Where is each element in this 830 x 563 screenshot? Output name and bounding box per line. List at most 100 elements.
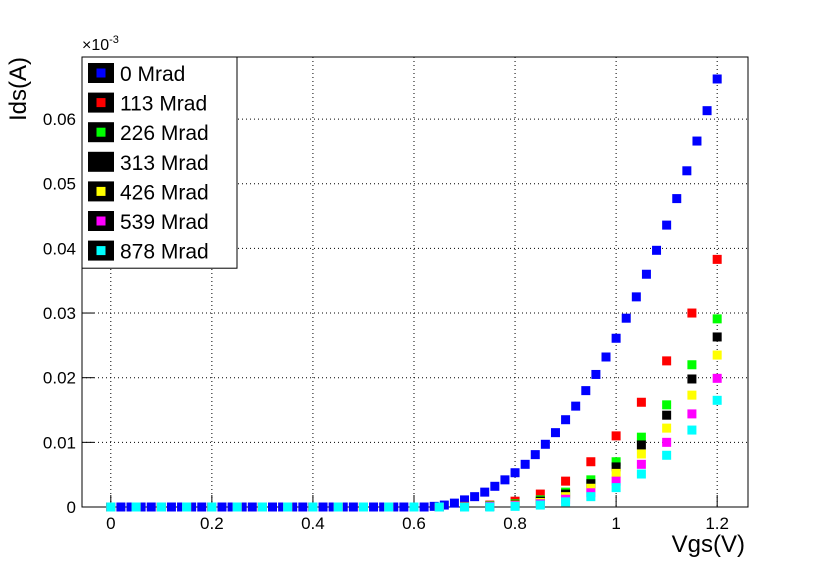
x-tick-label: 0.8: [503, 514, 527, 533]
point: [682, 166, 692, 176]
point: [535, 500, 545, 510]
point: [338, 502, 348, 512]
point: [662, 410, 672, 420]
y-tick-label: 0.03: [43, 304, 76, 323]
legend-marker: [96, 246, 106, 256]
point: [358, 502, 368, 512]
point: [641, 269, 651, 279]
x-tick-label: 0.4: [301, 514, 325, 533]
point: [662, 437, 672, 447]
point: [510, 501, 520, 511]
point: [712, 332, 722, 342]
point: [232, 502, 242, 512]
point: [449, 498, 459, 508]
point: [409, 502, 419, 512]
point: [712, 373, 722, 383]
point: [586, 457, 596, 467]
legend-marker: [96, 68, 106, 78]
point: [687, 425, 697, 435]
point: [510, 468, 520, 478]
legend-label: 226 Mrad: [120, 122, 209, 145]
point: [439, 500, 449, 510]
point: [419, 502, 429, 512]
point: [662, 450, 672, 460]
legend-label: 878 Mrad: [120, 241, 209, 264]
point: [636, 449, 646, 459]
point: [636, 469, 646, 479]
point: [631, 292, 641, 302]
point: [308, 502, 318, 512]
point: [470, 492, 480, 502]
point: [166, 502, 176, 512]
point: [581, 386, 591, 396]
y-multiplier: ×10-3: [82, 34, 119, 54]
point: [561, 476, 571, 486]
point: [692, 136, 702, 146]
point: [283, 502, 293, 512]
point: [636, 397, 646, 407]
y-tick-label: 0.01: [43, 433, 76, 452]
legend-label: 426 Mrad: [120, 181, 209, 204]
point: [636, 440, 646, 450]
point: [561, 497, 571, 507]
x-axis-title: Vgs(V): [672, 531, 745, 558]
point: [712, 395, 722, 405]
y-tick-label: 0.04: [43, 239, 76, 258]
y-axis-title: Ids(A): [5, 57, 32, 121]
point: [611, 476, 621, 486]
point: [328, 502, 338, 512]
legend-marker: [96, 216, 106, 226]
point: [591, 369, 601, 379]
point: [712, 314, 722, 324]
point: [611, 483, 621, 493]
point: [687, 409, 697, 419]
point: [131, 502, 141, 512]
legend-label: 113 Mrad: [120, 93, 207, 116]
point: [662, 356, 672, 366]
point: [136, 502, 146, 512]
point: [318, 502, 328, 512]
y-tick-label: 0.02: [43, 369, 76, 388]
x-tick-label: 0.2: [200, 514, 224, 533]
point: [520, 459, 530, 469]
point: [550, 428, 560, 438]
point: [586, 479, 596, 489]
point: [333, 502, 343, 512]
point: [530, 450, 540, 460]
legend-marker: [96, 186, 106, 196]
point: [177, 502, 187, 512]
y-tick-label: 0.06: [43, 110, 76, 129]
point: [207, 502, 217, 512]
x-tick-label: 1: [611, 514, 620, 533]
point: [687, 308, 697, 318]
point: [485, 502, 495, 512]
point: [434, 502, 444, 512]
point: [288, 502, 298, 512]
point: [126, 502, 136, 512]
point: [298, 502, 308, 512]
point: [586, 492, 596, 502]
legend-label: 539 Mrad: [120, 211, 209, 234]
point: [712, 254, 722, 264]
point: [227, 502, 237, 512]
point: [187, 502, 197, 512]
point: [348, 502, 358, 512]
point: [687, 390, 697, 400]
x-tick-label: 0.6: [402, 514, 426, 533]
point: [480, 487, 490, 497]
legend-marker: [96, 157, 106, 167]
point: [460, 495, 470, 505]
point: [540, 439, 550, 449]
point: [611, 333, 621, 343]
point: [611, 468, 621, 478]
x-tick-label: 0: [106, 514, 115, 533]
point: [182, 502, 192, 512]
point: [611, 457, 621, 467]
point: [500, 475, 510, 485]
point: [662, 400, 672, 410]
point: [687, 374, 697, 384]
point: [652, 245, 662, 255]
legend-label: 313 Mrad: [120, 152, 209, 175]
point: [586, 483, 596, 493]
